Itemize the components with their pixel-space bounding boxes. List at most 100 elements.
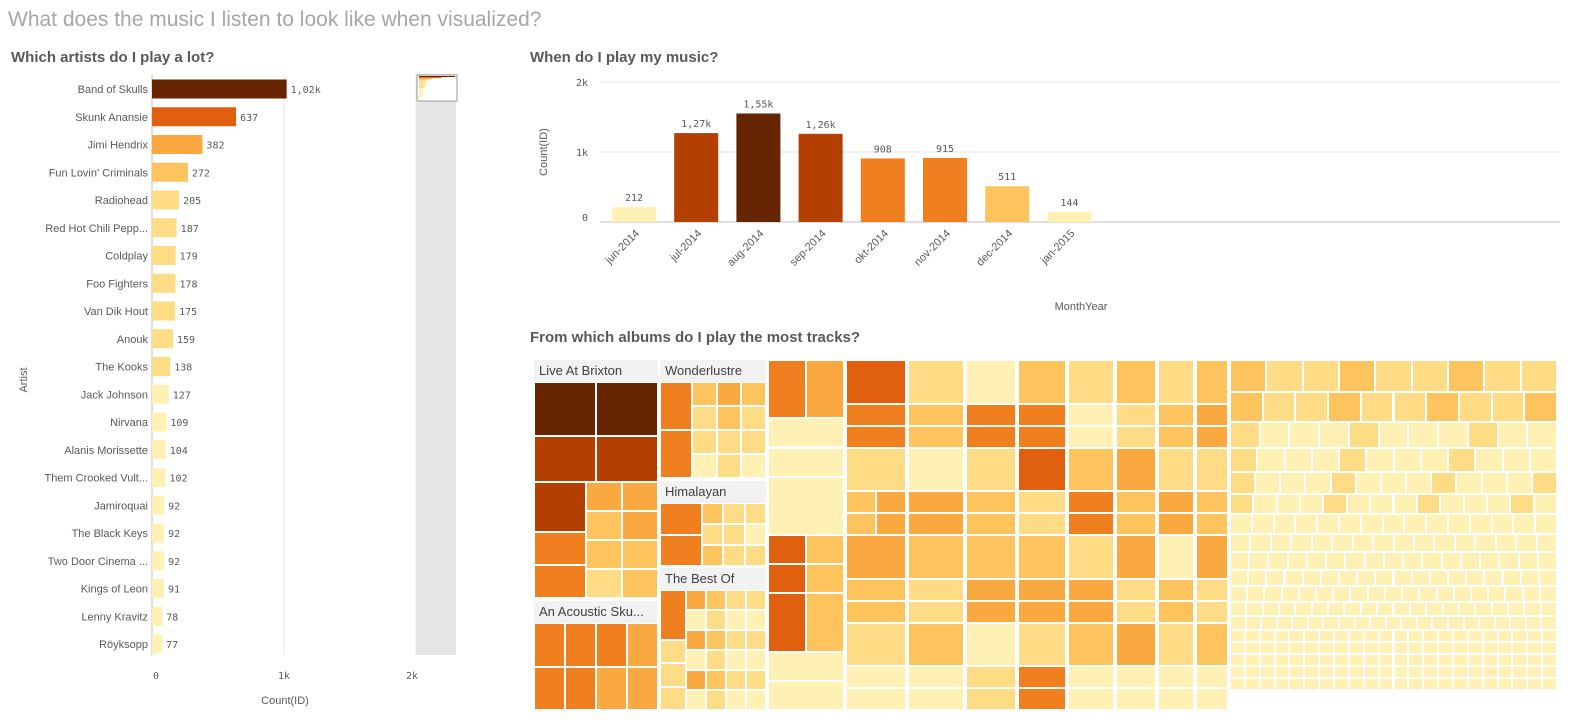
treemap-tile[interactable] xyxy=(1158,666,1194,689)
treemap-tile[interactable] xyxy=(1393,602,1410,616)
treemap-tile[interactable] xyxy=(1230,534,1251,552)
treemap-tile[interactable] xyxy=(1116,425,1156,448)
month-bar[interactable] xyxy=(736,113,781,223)
treemap-tile[interactable] xyxy=(1304,642,1320,654)
treemap-tile[interactable] xyxy=(1536,534,1557,552)
treemap-tile[interactable] xyxy=(846,360,906,404)
treemap-tile[interactable] xyxy=(1364,552,1384,570)
treemap-tile[interactable] xyxy=(1018,535,1066,579)
treemap-tile[interactable] xyxy=(1467,654,1483,666)
treemap-tile[interactable] xyxy=(1520,360,1557,392)
treemap-tile[interactable] xyxy=(1357,570,1376,586)
treemap-tile[interactable] xyxy=(1411,570,1430,586)
treemap-tile[interactable] xyxy=(1266,360,1303,392)
treemap-tile[interactable] xyxy=(1298,586,1317,602)
artist-bar[interactable] xyxy=(152,634,163,654)
treemap-tile[interactable] xyxy=(1524,392,1557,422)
treemap-tile[interactable] xyxy=(1158,535,1194,579)
treemap-tile[interactable] xyxy=(1380,472,1407,494)
artist-bar[interactable] xyxy=(152,329,173,349)
treemap-tile[interactable] xyxy=(1411,360,1448,392)
treemap-tile[interactable] xyxy=(1482,630,1498,642)
treemap-tile[interactable] xyxy=(1273,514,1296,534)
treemap-tile[interactable] xyxy=(726,630,746,650)
treemap-tile[interactable] xyxy=(1116,578,1156,601)
treemap-tile[interactable] xyxy=(1516,534,1537,552)
treemap-tile[interactable] xyxy=(1259,630,1275,642)
treemap-tile[interactable] xyxy=(1068,360,1114,404)
treemap-tile[interactable] xyxy=(1196,491,1228,514)
treemap-tile[interactable] xyxy=(692,454,717,478)
treemap-tile[interactable] xyxy=(768,360,806,419)
treemap-tile[interactable] xyxy=(1497,654,1513,666)
treemap-label-live-at-brixton[interactable]: Live At Brixton xyxy=(534,360,658,382)
treemap-tile[interactable] xyxy=(1363,630,1379,642)
treemap-tile[interactable] xyxy=(1512,678,1528,690)
treemap-tile[interactable] xyxy=(1332,534,1353,552)
treemap-tile[interactable] xyxy=(1158,447,1194,492)
treemap-tile[interactable] xyxy=(534,565,586,598)
treemap-tile[interactable] xyxy=(1452,642,1468,654)
treemap-tile[interactable] xyxy=(1497,666,1513,678)
treemap-tile[interactable] xyxy=(1393,534,1414,552)
treemap-tile[interactable] xyxy=(534,532,586,565)
treemap-tile[interactable] xyxy=(876,491,906,514)
treemap-tile[interactable] xyxy=(1423,654,1439,666)
treemap-tile[interactable] xyxy=(846,688,906,710)
treemap-tile[interactable] xyxy=(660,430,692,478)
treemap-tile[interactable] xyxy=(1244,678,1260,690)
treemap-tile[interactable] xyxy=(1497,642,1513,654)
artist-bar[interactable] xyxy=(152,440,166,460)
treemap-tile[interactable] xyxy=(846,425,906,448)
month-bar[interactable] xyxy=(612,207,656,222)
treemap-tile[interactable] xyxy=(1281,586,1299,602)
treemap-tile[interactable] xyxy=(702,524,724,545)
treemap-tile[interactable] xyxy=(1158,403,1194,426)
treemap-tile[interactable] xyxy=(1116,447,1156,492)
treemap-tile[interactable] xyxy=(908,491,964,514)
treemap-tile[interactable] xyxy=(1360,602,1378,616)
treemap-tile[interactable] xyxy=(1196,622,1228,667)
treemap-tile[interactable] xyxy=(1393,666,1409,678)
treemap-tile[interactable] xyxy=(1311,534,1333,552)
treemap-tile[interactable] xyxy=(1438,422,1468,448)
treemap-tile[interactable] xyxy=(1467,666,1483,678)
treemap-tile[interactable] xyxy=(1274,654,1290,666)
treemap-tile[interactable] xyxy=(716,382,742,406)
treemap-tile[interactable] xyxy=(1116,535,1156,579)
treemap-tile[interactable] xyxy=(1408,642,1424,654)
treemap-tile[interactable] xyxy=(1018,403,1066,426)
treemap-tile[interactable] xyxy=(726,610,746,630)
treemap-tile[interactable] xyxy=(908,688,964,710)
treemap-tile[interactable] xyxy=(1429,570,1448,586)
treemap-tile[interactable] xyxy=(1230,472,1256,494)
treemap-tile[interactable] xyxy=(1520,570,1539,586)
treemap-tile[interactable] xyxy=(1469,514,1492,534)
treemap-tile[interactable] xyxy=(1486,494,1511,514)
treemap-tile[interactable] xyxy=(1274,666,1290,678)
treemap-tile[interactable] xyxy=(1367,586,1385,602)
treemap-tile[interactable] xyxy=(1460,552,1481,570)
treemap-tile[interactable] xyxy=(1304,666,1320,678)
treemap-tile[interactable] xyxy=(1484,360,1521,392)
treemap-tile[interactable] xyxy=(1334,630,1349,642)
treemap-tile[interactable] xyxy=(1416,494,1441,514)
treemap-tile[interactable] xyxy=(966,622,1016,667)
treemap-tile[interactable] xyxy=(1230,552,1250,570)
treemap-tile[interactable] xyxy=(1348,666,1364,678)
artist-bar[interactable] xyxy=(152,579,165,598)
treemap-tile[interactable] xyxy=(1319,654,1335,666)
treemap-tile[interactable] xyxy=(1116,688,1156,710)
treemap-tile[interactable] xyxy=(1448,360,1485,392)
treemap-tile[interactable] xyxy=(1458,602,1476,616)
treemap-tile[interactable] xyxy=(806,593,844,652)
treemap-tile[interactable] xyxy=(1440,494,1464,514)
treemap-tile[interactable] xyxy=(660,663,686,687)
treemap-tile[interactable] xyxy=(1408,630,1424,642)
treemap-tile[interactable] xyxy=(1244,630,1260,642)
treemap-tile[interactable] xyxy=(1393,494,1417,514)
treemap-tile[interactable] xyxy=(1268,552,1288,570)
treemap-tile[interactable] xyxy=(1304,654,1320,666)
treemap-tile[interactable] xyxy=(1453,586,1471,602)
treemap-tile[interactable] xyxy=(723,524,745,545)
